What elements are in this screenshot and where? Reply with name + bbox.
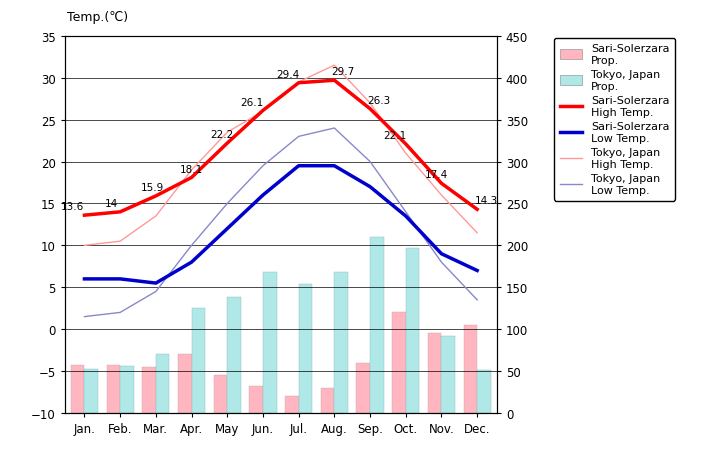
Text: 26.3: 26.3 <box>367 95 391 106</box>
Bar <box>263 273 276 413</box>
Text: 26.1: 26.1 <box>240 97 264 107</box>
Bar <box>156 354 169 413</box>
Bar <box>228 298 240 413</box>
Bar <box>214 375 228 413</box>
Text: 15.9: 15.9 <box>140 183 164 193</box>
Bar <box>285 397 299 413</box>
Bar <box>178 354 192 413</box>
Text: 22.1: 22.1 <box>384 131 407 141</box>
Bar <box>441 336 455 413</box>
Text: 29.4: 29.4 <box>276 70 300 80</box>
Text: Temp.(℃): Temp.(℃) <box>66 11 127 24</box>
Bar <box>464 325 477 413</box>
Bar <box>334 273 348 413</box>
Bar <box>392 313 406 413</box>
Bar <box>192 308 205 413</box>
Bar <box>71 365 84 413</box>
Text: 13.6: 13.6 <box>60 202 84 212</box>
Bar <box>477 370 491 413</box>
Bar <box>143 367 156 413</box>
Bar <box>321 388 334 413</box>
Bar <box>249 386 263 413</box>
Bar <box>356 363 370 413</box>
Text: 22.2: 22.2 <box>210 130 233 140</box>
Bar <box>406 248 419 413</box>
Text: 18.1: 18.1 <box>180 164 203 174</box>
Text: 14.3: 14.3 <box>474 196 498 206</box>
Legend: Sari-Solerzara
Prop., Tokyo, Japan
Prop., Sari-Solerzara
High Temp., Sari-Solerz: Sari-Solerzara Prop., Tokyo, Japan Prop.… <box>554 39 675 201</box>
Bar <box>120 366 134 413</box>
Bar <box>428 334 441 413</box>
Bar <box>299 284 312 413</box>
Bar <box>107 365 120 413</box>
Text: 14: 14 <box>104 199 118 208</box>
Text: 29.7: 29.7 <box>332 67 355 77</box>
Bar <box>84 369 98 413</box>
Text: 17.4: 17.4 <box>425 170 448 180</box>
Bar <box>370 237 384 413</box>
